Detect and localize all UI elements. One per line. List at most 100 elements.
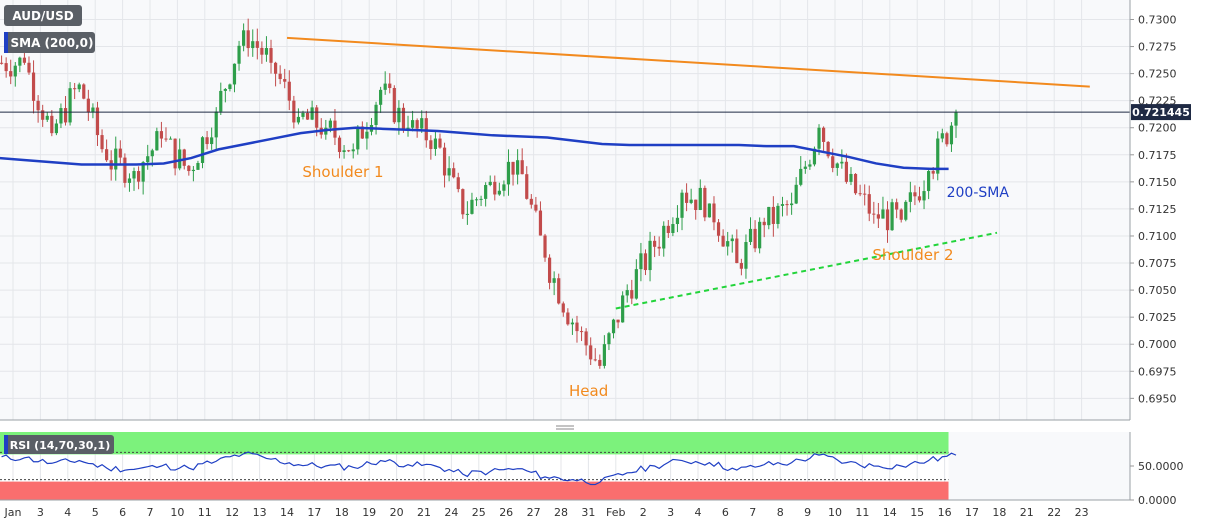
candle-body [698, 187, 702, 210]
candle-body [913, 192, 917, 197]
candle-body [191, 169, 195, 172]
x-tick-label: 16 [938, 506, 952, 519]
candle-body [360, 126, 364, 139]
candle-body [744, 242, 748, 269]
candle-body [876, 214, 880, 219]
candle-body [187, 165, 191, 172]
candle-body [447, 168, 451, 176]
symbol-legend: AUD/USD [12, 9, 73, 23]
candle-body [123, 157, 127, 183]
candle-body [566, 312, 570, 325]
candle-body [269, 48, 273, 63]
candle-body [538, 210, 543, 236]
x-tick-label: 2 [640, 506, 647, 519]
candle-body [803, 166, 807, 169]
candle-body [890, 202, 894, 231]
candle-body [602, 344, 606, 366]
x-tick-label: 31 [581, 506, 595, 519]
rsi-line [1, 451, 957, 486]
candle-body [881, 209, 885, 219]
candle-body [885, 209, 890, 231]
candle-body [570, 322, 575, 325]
candle-body [214, 111, 218, 138]
x-tick-label: 7 [749, 506, 756, 519]
sma-200-line [0, 126, 949, 171]
symbol-legend-box [4, 5, 82, 26]
candle-body [502, 184, 506, 191]
candle-body [260, 47, 264, 55]
y-tick-label: 0.7075 [1138, 257, 1177, 270]
candle-body [684, 192, 689, 203]
candle-body [228, 84, 232, 89]
candle-body [799, 168, 803, 185]
candle-body [630, 290, 634, 299]
candle-body [853, 173, 858, 194]
candle-body [73, 88, 77, 90]
candle-body [0, 62, 4, 64]
x-tick-label: 27 [527, 506, 541, 519]
candle-body [155, 131, 159, 151]
candle-body [397, 107, 401, 123]
candle-body [662, 225, 666, 249]
candle-body [922, 191, 926, 201]
candle-body [940, 133, 944, 139]
price-plot: 200-SMA Shoulder 1 Head Shoulder 2 [0, 18, 1130, 400]
candle-body [86, 98, 90, 113]
rsi-legend-box [4, 435, 114, 454]
candle-body [301, 112, 305, 117]
candle-body [205, 137, 209, 145]
rsi-y-tick-label: 50.0000 [1138, 460, 1184, 473]
candle-body [726, 241, 730, 247]
pattern-annotation: Head [569, 382, 608, 400]
y-tick-label: 0.7150 [1138, 176, 1177, 189]
candle-body [949, 125, 954, 145]
candle-body [762, 221, 766, 226]
candle-body [927, 171, 931, 192]
candle-body [497, 190, 501, 195]
candle-body [4, 63, 8, 72]
candle-body [305, 112, 310, 120]
candle-body [223, 88, 227, 91]
y-tick-label: 0.7250 [1138, 68, 1177, 81]
candle-body [470, 199, 474, 214]
candle-body [899, 209, 903, 220]
rsi-legend-swatch [4, 435, 8, 454]
candle-body [132, 171, 136, 179]
candle-body [54, 123, 58, 134]
candle-body [484, 185, 488, 199]
x-tick-label: 25 [472, 506, 486, 519]
candle-body [493, 181, 497, 195]
candle-body [579, 331, 584, 333]
x-tick-label: 26 [499, 506, 513, 519]
candle-body [611, 319, 616, 334]
candle-body [790, 203, 794, 206]
sma-legend-box [4, 32, 95, 53]
candle-body [945, 133, 949, 145]
candle-body [27, 62, 31, 73]
candle-body [429, 140, 433, 149]
x-tick-label: 7 [147, 506, 154, 519]
candle-body [159, 131, 164, 139]
candle-body [347, 150, 351, 152]
x-tick-label: 15 [910, 506, 924, 519]
candle-body [543, 235, 547, 258]
x-tick-label: 11 [855, 506, 869, 519]
y-tick-label: 0.7300 [1138, 13, 1177, 26]
candle-body [694, 199, 698, 210]
candle-body [9, 71, 13, 77]
candle-body [63, 108, 68, 123]
candle-body [844, 161, 849, 182]
candle-body [849, 173, 853, 182]
candle-body [82, 84, 86, 99]
x-tick-label: 28 [554, 506, 568, 519]
candle-body [776, 205, 780, 224]
y-tick-label: 0.7025 [1138, 311, 1177, 324]
panel-splitter-handle[interactable] [556, 425, 574, 430]
candle-body [931, 171, 935, 174]
y-tick-label: 0.7000 [1138, 338, 1177, 351]
candle-body [561, 303, 565, 313]
candle-body [100, 135, 104, 150]
candle-body [392, 87, 396, 123]
candle-body [200, 137, 205, 163]
